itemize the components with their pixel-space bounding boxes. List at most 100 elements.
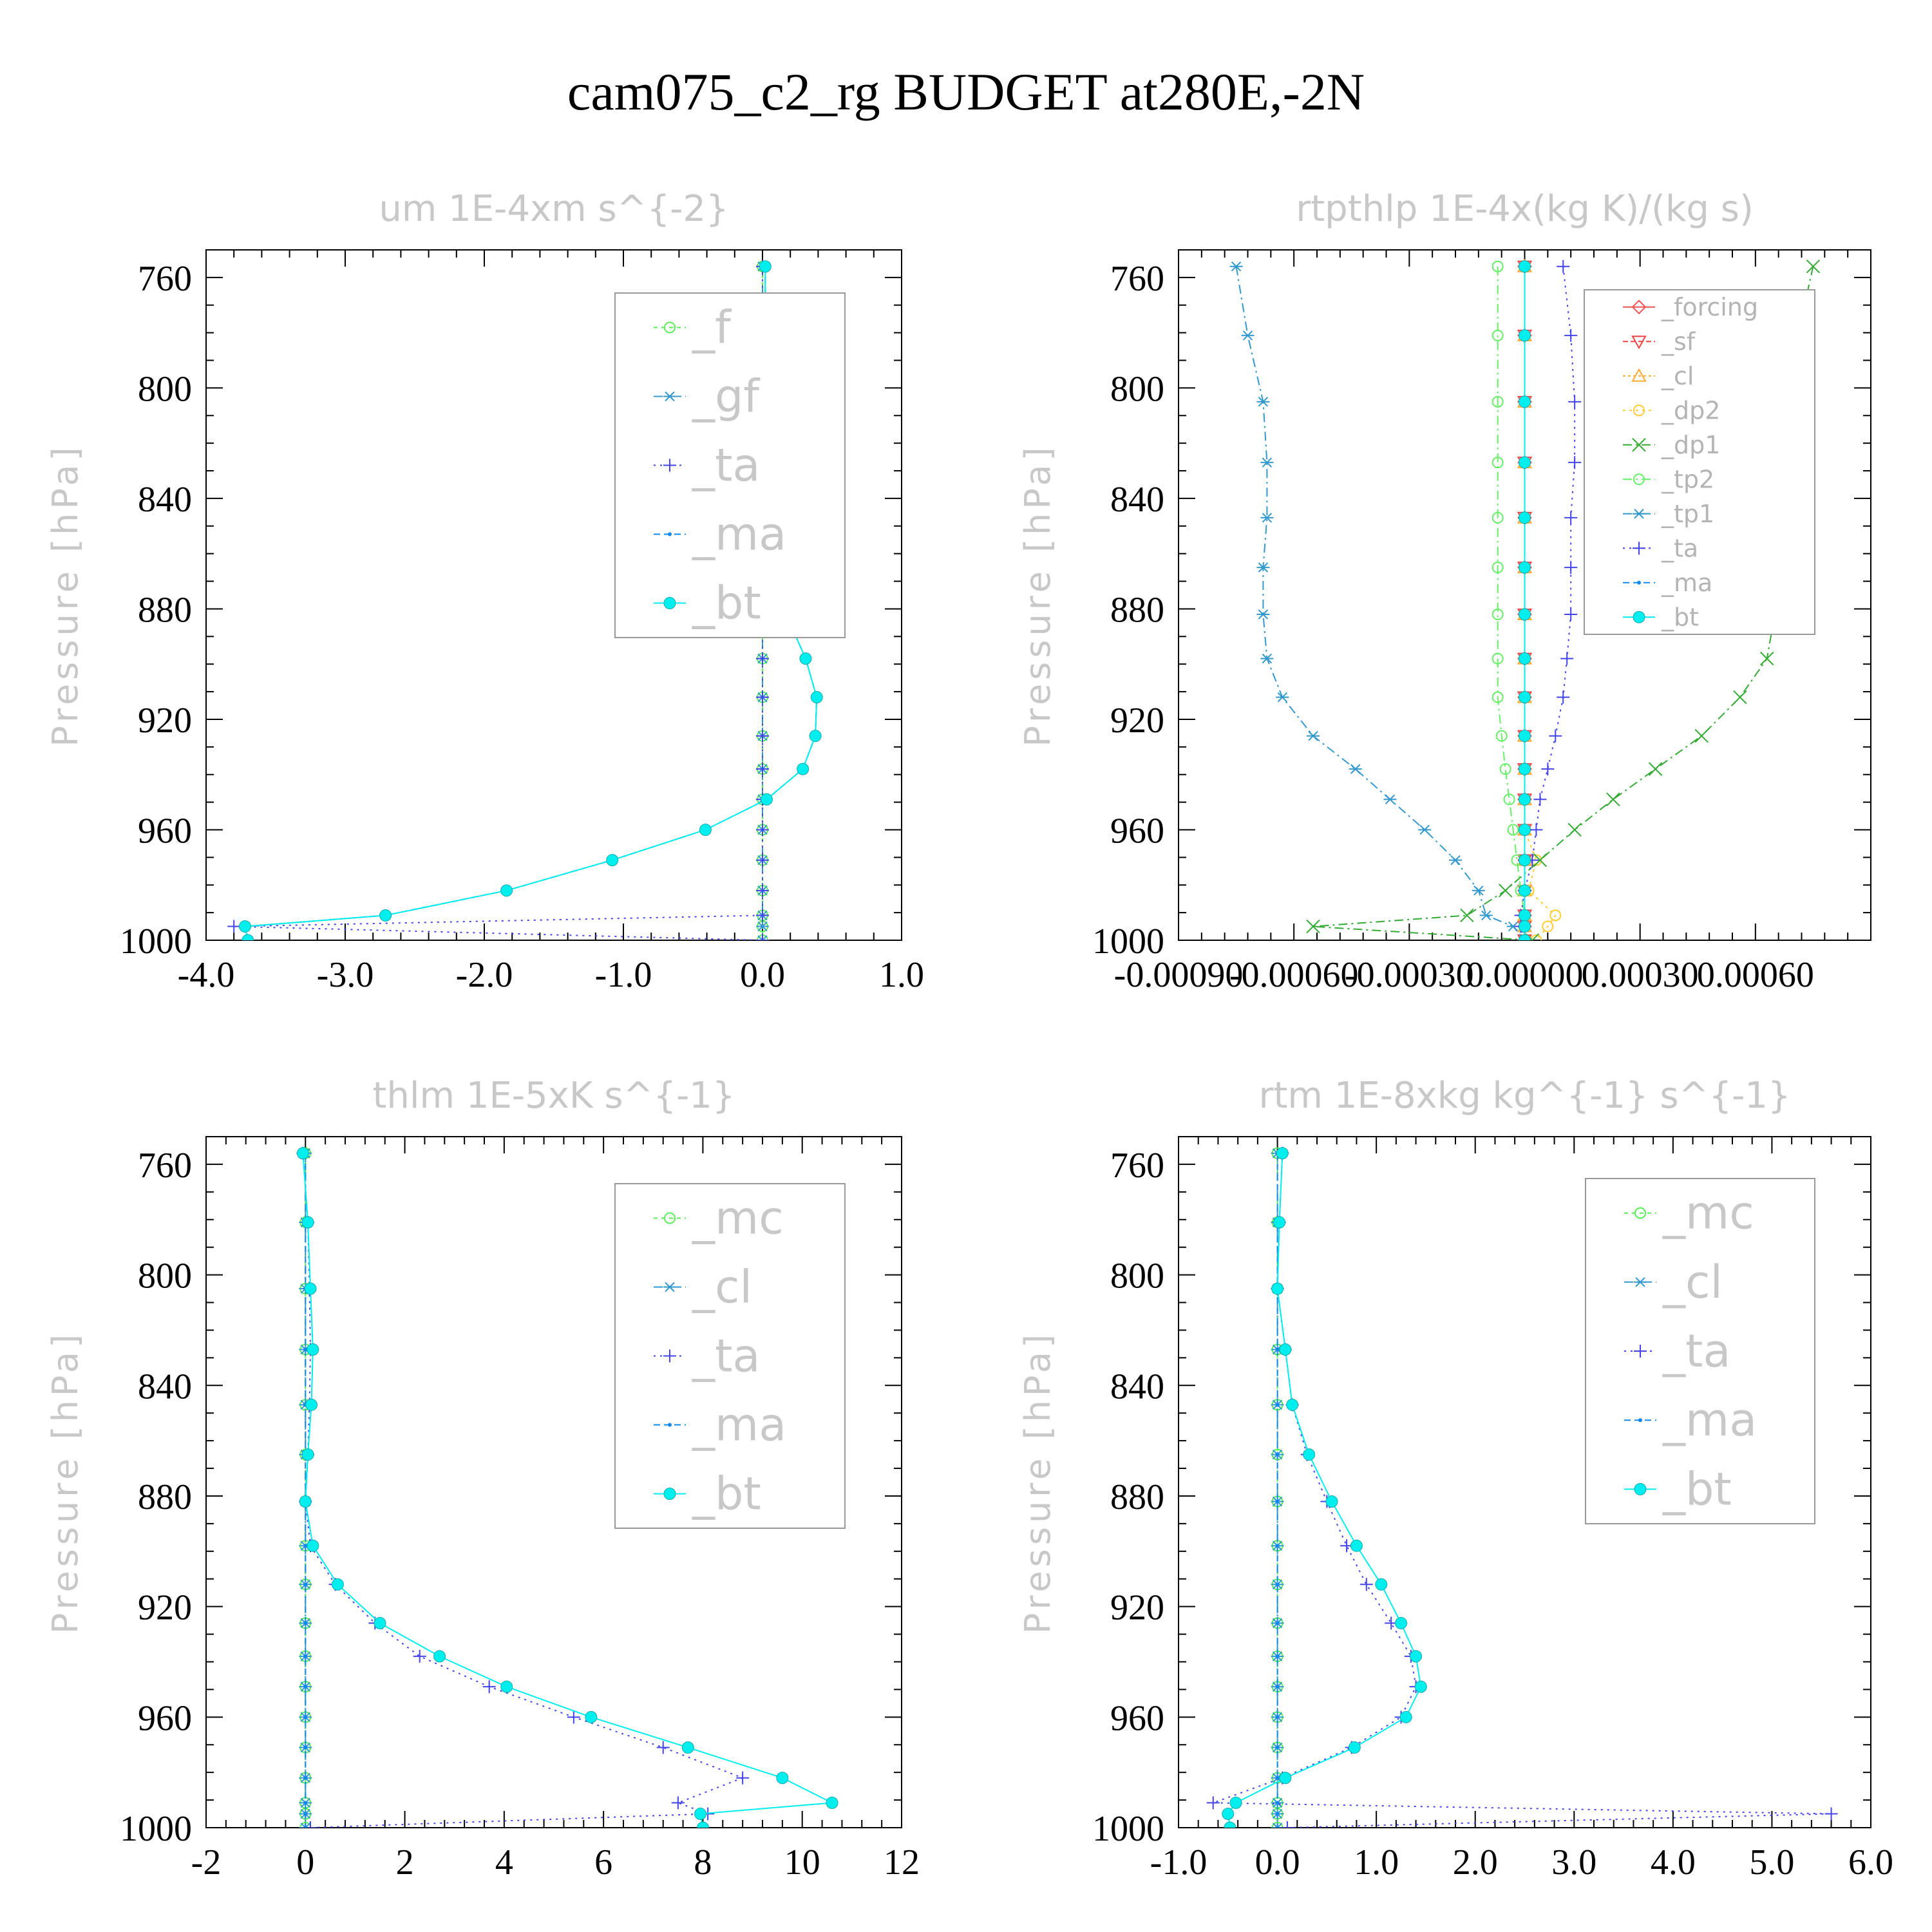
data-point xyxy=(1229,261,1243,272)
data-point xyxy=(1383,794,1397,805)
data-point xyxy=(303,1776,308,1780)
data-point xyxy=(299,1822,312,1828)
y-tick-label: 1000 xyxy=(120,1809,192,1849)
legend-marker xyxy=(1634,1277,1647,1287)
data-point xyxy=(681,1741,694,1754)
data-point xyxy=(759,260,772,273)
legend-label: _ma xyxy=(692,508,786,561)
series-tp1 xyxy=(1229,261,1531,940)
legend-marker xyxy=(1637,580,1641,585)
data-point xyxy=(656,1741,670,1754)
data-point xyxy=(301,1216,314,1229)
legend-label: _ma xyxy=(692,1399,786,1452)
data-point xyxy=(1694,728,1709,743)
data-point xyxy=(1275,1776,1280,1780)
legend-marker xyxy=(1634,1482,1647,1495)
y-tick-label: 840 xyxy=(138,1367,192,1406)
x-tick-label: 6.0 xyxy=(1848,1842,1893,1882)
data-point xyxy=(1492,329,1504,341)
y-tick-label: 920 xyxy=(1110,701,1164,741)
legend-label: _ta xyxy=(692,439,760,492)
data-point xyxy=(1479,910,1493,921)
data-point xyxy=(1519,456,1531,469)
y-tick-label: 800 xyxy=(138,369,192,409)
series-dp2 xyxy=(1519,260,1562,940)
legend-marker xyxy=(663,597,676,609)
plot-frame xyxy=(1178,1136,1871,1828)
x-tick-label: 0.00060 xyxy=(1697,955,1814,995)
data-point xyxy=(1418,824,1432,835)
legend-marker xyxy=(668,532,672,536)
x-tick-label: 4.0 xyxy=(1651,1842,1696,1882)
x-tick-label: 2 xyxy=(396,1842,414,1882)
legend-label: _ta xyxy=(692,1330,760,1383)
data-point xyxy=(1271,1282,1284,1295)
data-point xyxy=(1275,1715,1280,1719)
legend-marker xyxy=(1633,611,1645,623)
data-point xyxy=(1533,793,1547,806)
y-tick-label: 880 xyxy=(1110,590,1164,630)
legend: _f _gf _ta _ma _bt xyxy=(614,292,846,638)
data-point xyxy=(1303,1448,1316,1461)
data-point xyxy=(671,1796,685,1810)
data-point xyxy=(379,909,392,922)
data-point xyxy=(433,1650,446,1663)
legend-marker xyxy=(1634,1207,1646,1219)
plot-frame xyxy=(205,249,902,941)
y-tick-label: 960 xyxy=(1110,1698,1164,1738)
legend-marker xyxy=(1631,299,1647,315)
y-tick-label: 800 xyxy=(1110,1256,1164,1296)
data-point xyxy=(1564,511,1578,524)
data-point xyxy=(797,762,810,775)
legend-marker xyxy=(663,1349,676,1363)
data-point xyxy=(1492,691,1504,703)
legend-marker xyxy=(1633,509,1645,519)
y-tick-label: 920 xyxy=(138,701,192,741)
data-point xyxy=(1492,609,1504,621)
x-tick-label: -0.00030 xyxy=(1345,955,1474,995)
y-tick-label: 960 xyxy=(1110,811,1164,851)
data-point xyxy=(826,1796,838,1809)
data-point xyxy=(1519,395,1531,408)
data-point xyxy=(1549,729,1562,743)
x-tick-label: 0.0 xyxy=(740,955,785,995)
legend: _mc _cl _ta _ma _bt xyxy=(614,1183,846,1529)
plot-area xyxy=(296,1146,838,1828)
data-point xyxy=(1275,1812,1280,1816)
panel-title: rtpthlp 1E-4x(kg K)/(kg s) xyxy=(1296,188,1754,230)
legend-marker xyxy=(1634,1345,1647,1358)
series-bt xyxy=(1519,260,1531,940)
data-point xyxy=(374,1616,386,1629)
y-tick-label: 920 xyxy=(138,1588,192,1628)
panel-rtm: rtm 1E-8xkg kg^{-1} s^{-1} Pressure [hPa]… xyxy=(1018,1075,1893,1882)
data-point xyxy=(756,935,769,940)
legend-label: _mc xyxy=(692,1192,784,1245)
data-point xyxy=(1567,822,1582,837)
data-point xyxy=(1519,730,1531,743)
legend-label: _cl xyxy=(692,1261,752,1314)
y-tick-label: 1000 xyxy=(1092,922,1164,961)
legend-label: _sf xyxy=(1661,327,1696,355)
data-point xyxy=(500,1680,513,1693)
x-tick-label: -4.0 xyxy=(178,955,235,995)
series-line xyxy=(1524,266,1557,940)
data-point xyxy=(1557,260,1570,273)
data-point xyxy=(1348,1741,1361,1754)
x-tick-label: -2 xyxy=(191,1842,222,1882)
data-point xyxy=(1519,652,1531,665)
data-point xyxy=(307,1539,319,1552)
panel-title: um 1E-4xm s^{-2} xyxy=(379,188,728,230)
data-point xyxy=(301,1448,314,1461)
data-point xyxy=(413,1649,426,1663)
data-point xyxy=(756,853,769,867)
legend-label: _ta xyxy=(1662,1325,1730,1378)
legend-marker xyxy=(1631,368,1647,382)
data-point xyxy=(1350,1539,1363,1552)
data-point xyxy=(1276,692,1289,703)
data-point xyxy=(1222,1808,1235,1821)
data-point xyxy=(1492,511,1504,524)
data-point xyxy=(1273,1216,1286,1229)
data-point xyxy=(1549,909,1562,922)
x-tick-label: 1.0 xyxy=(879,955,924,995)
